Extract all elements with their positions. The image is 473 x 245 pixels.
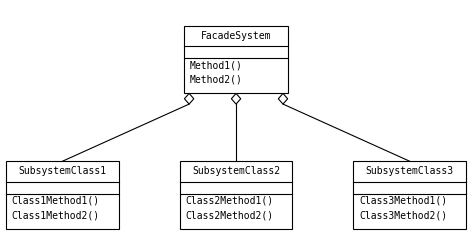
Text: SubsystemClass1: SubsystemClass1 xyxy=(18,166,106,176)
Bar xyxy=(6,161,119,229)
Polygon shape xyxy=(278,93,288,104)
Text: FacadeSystem: FacadeSystem xyxy=(201,31,272,41)
Text: SubsystemClass3: SubsystemClass3 xyxy=(366,166,454,176)
Text: SubsystemClass2: SubsystemClass2 xyxy=(192,166,280,176)
Text: Class3Method1()
Class3Method2(): Class3Method1() Class3Method2() xyxy=(359,196,447,221)
Polygon shape xyxy=(184,93,194,104)
Text: Class2Method1()
Class2Method2(): Class2Method1() Class2Method2() xyxy=(185,196,273,221)
Bar xyxy=(184,26,288,93)
Text: Class1Method1()
Class1Method2(): Class1Method1() Class1Method2() xyxy=(12,196,100,221)
Text: Method1()
Method2(): Method1() Method2() xyxy=(190,60,243,85)
Bar xyxy=(180,161,292,229)
Polygon shape xyxy=(231,93,241,104)
Bar xyxy=(353,161,466,229)
